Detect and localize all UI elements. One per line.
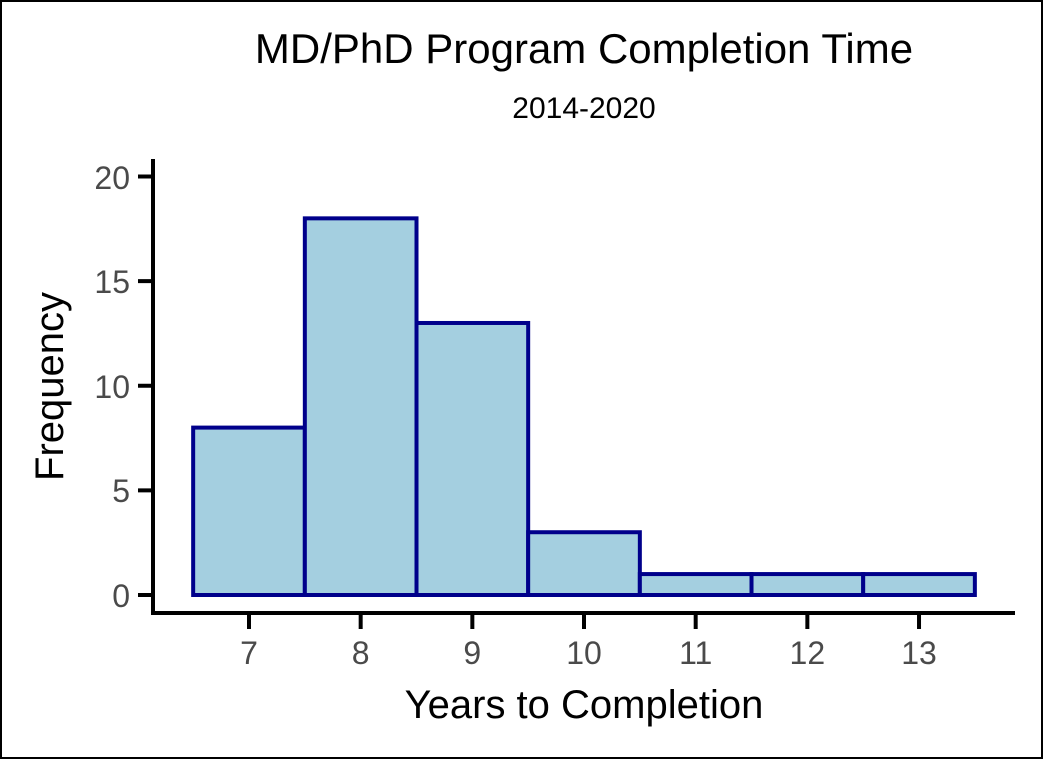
histogram-bar-7 — [191, 425, 307, 597]
y-tick-label-5: 5 — [112, 473, 130, 510]
chart-subtitle: 2014-2020 — [512, 92, 656, 125]
y-tick-label-0: 0 — [112, 578, 130, 614]
histogram-bar-10 — [526, 530, 642, 597]
histogram-bar-11 — [637, 572, 754, 598]
x-axis-title: Years to Completion — [404, 683, 764, 727]
y-tick-label-20: 20 — [94, 159, 130, 196]
x-tick-label-12: 12 — [789, 635, 826, 671]
chart-title: MD/PhD Program Completion Time — [254, 25, 914, 72]
x-tick-label-8: 8 — [351, 635, 370, 671]
histogram-bar-12 — [749, 572, 866, 598]
histogram-bar-8 — [302, 216, 419, 597]
histogram-bar-13 — [861, 572, 977, 598]
x-tick-label-10: 10 — [566, 635, 602, 671]
y-tick-label-10: 10 — [94, 368, 130, 405]
histogram-bar-9 — [414, 320, 531, 597]
y-tick-label-15: 15 — [94, 264, 130, 301]
x-tick-label-9: 9 — [463, 635, 482, 671]
x-tick-label-11: 11 — [679, 635, 713, 671]
x-tick-label-7: 7 — [240, 635, 258, 671]
x-tick-label-13: 13 — [901, 635, 937, 671]
